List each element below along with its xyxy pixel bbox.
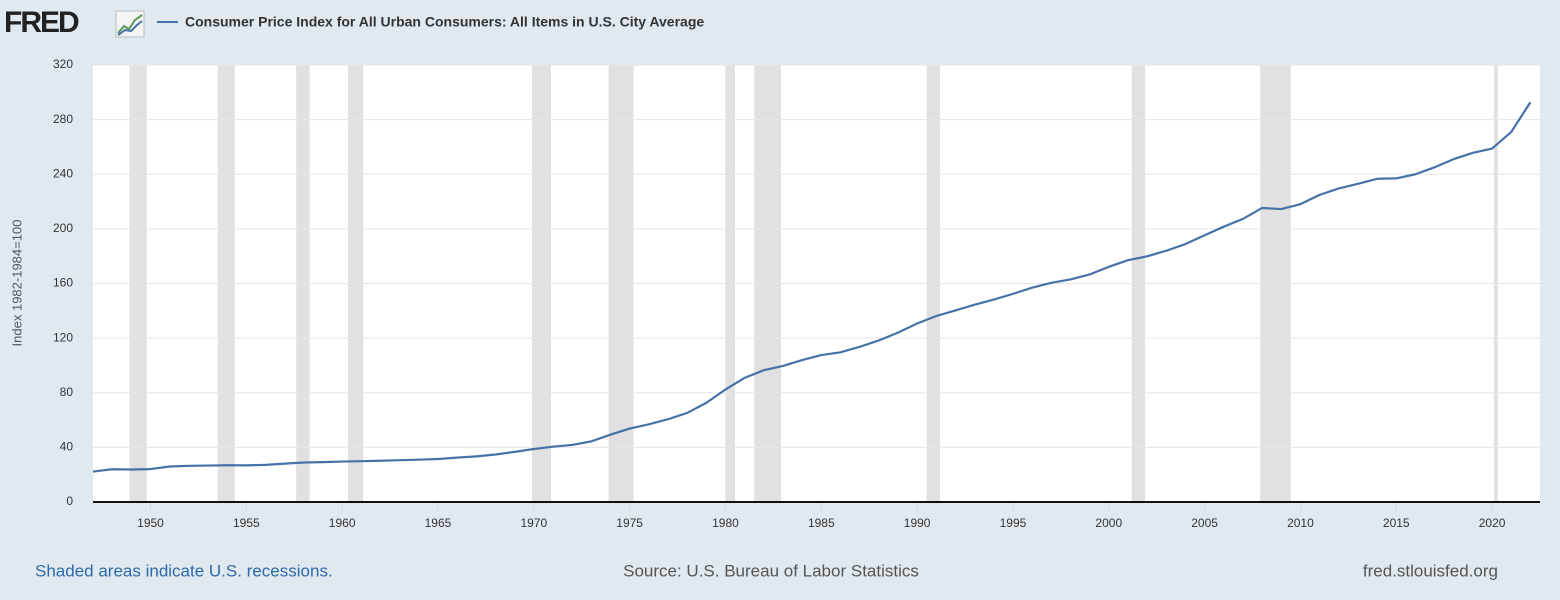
y-tick-label: 80 [60,385,74,399]
series-line [92,101,1532,473]
recession-note[interactable]: Shaded areas indicate U.S. recessions. [35,561,333,580]
y-axis-label: Index 1982-1984=100 [9,220,24,347]
x-tick-label: 2000 [1095,516,1122,530]
y-tick-label: 120 [53,330,73,344]
x-tick-label: 2020 [1479,516,1506,530]
x-tick-label: 2005 [1191,516,1218,530]
logo[interactable]: FRED [4,6,81,39]
x-tick-label: 2015 [1383,516,1410,530]
x-tick-label: 1980 [712,516,739,530]
y-tick-label: 200 [53,221,73,235]
x-tick-label: 1950 [137,516,164,530]
x-tick-label: 1970 [520,516,547,530]
x-tick-label: 2010 [1287,516,1314,530]
y-tick-label: 320 [53,57,73,71]
x-tick-label: 1960 [329,516,356,530]
x-tick-label: 1990 [904,516,931,530]
site[interactable]: fred.stlouisfed.org [1363,561,1498,580]
logo-icon [115,10,145,38]
y-tick-label: 160 [53,276,73,290]
x-tick-label: 1955 [233,516,260,530]
y-tick-label: 0 [66,494,73,508]
source: Source: U.S. Bureau of Labor Statistics [623,561,919,580]
y-tick-label: 40 [60,440,74,454]
x-tick-label: 1975 [616,516,643,530]
legend-label: Consumer Price Index for All Urban Consu… [185,14,704,30]
y-tick-label: 240 [53,166,73,180]
y-tick-label: 280 [53,112,73,126]
x-tick-label: 1965 [425,516,452,530]
x-tick-label: 1985 [808,516,835,530]
x-tick-label: 1995 [1000,516,1027,530]
